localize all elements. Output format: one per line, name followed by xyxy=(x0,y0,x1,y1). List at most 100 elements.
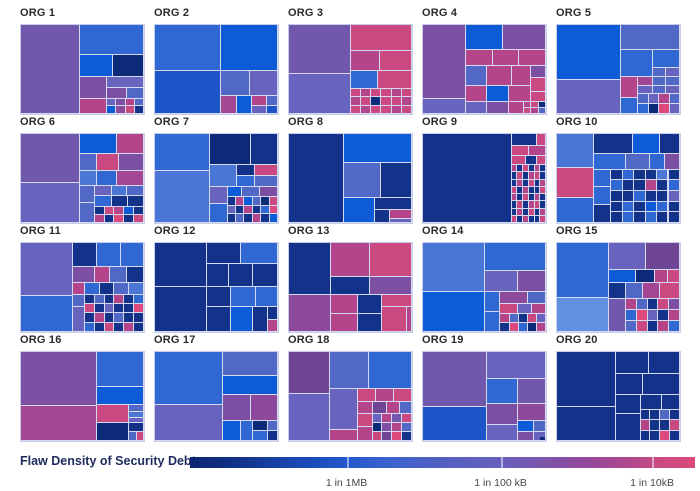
treemap-cell xyxy=(625,321,637,332)
treemap-cell xyxy=(253,307,269,332)
treemap-cell xyxy=(360,97,371,106)
treemap-cell xyxy=(72,267,95,284)
treemap-cell xyxy=(634,201,646,213)
treemap-cell xyxy=(660,134,680,154)
treemap-cell xyxy=(633,134,661,154)
treemap-cell xyxy=(622,212,635,223)
treemap-org-7 xyxy=(154,133,279,224)
treemap-cell xyxy=(72,294,85,308)
treemap-cell xyxy=(557,80,621,114)
treemap-cell xyxy=(125,98,135,107)
treemap-cell xyxy=(350,71,378,90)
treemap-cell xyxy=(511,156,527,166)
treemap-cell xyxy=(72,243,98,268)
treemap-cell xyxy=(399,401,412,415)
treemap-cell xyxy=(80,153,98,172)
treemap-cell xyxy=(94,214,105,223)
treemap-cell xyxy=(371,105,382,114)
treemap-org-17 xyxy=(154,351,279,442)
treemap-cell xyxy=(389,218,412,223)
treemap-cell xyxy=(517,215,524,223)
org-tile-11: ORG 11 xyxy=(20,225,145,333)
treemap-cell xyxy=(376,389,394,402)
treemap-cell xyxy=(222,376,278,395)
treemap-cell xyxy=(268,319,278,332)
treemap-cell xyxy=(80,98,108,114)
treemap-cell xyxy=(344,198,376,223)
treemap-cell xyxy=(593,169,612,188)
treemap-cell xyxy=(557,352,617,408)
treemap-org-18 xyxy=(288,351,413,442)
treemap-cell xyxy=(210,165,238,187)
treemap-org-8 xyxy=(288,133,413,224)
org-label: ORG 10 xyxy=(556,116,598,128)
treemap-cell xyxy=(268,431,278,441)
treemap-cell xyxy=(253,421,269,432)
treemap-cell xyxy=(244,214,253,223)
treemap-cell xyxy=(392,432,403,441)
treemap-cell xyxy=(528,165,535,173)
treemap-cell xyxy=(638,76,653,86)
treemap-cell xyxy=(402,432,412,441)
treemap-cell xyxy=(252,197,262,206)
treemap-cell xyxy=(423,243,485,292)
treemap-cell xyxy=(237,96,253,114)
treemap-cell xyxy=(650,430,661,441)
treemap-cell xyxy=(670,409,680,421)
treemap-cell xyxy=(638,85,653,95)
treemap-cell xyxy=(112,196,128,207)
treemap-cell xyxy=(517,201,524,209)
treemap-cell xyxy=(518,323,528,332)
treemap-cell xyxy=(484,291,501,313)
treemap-cell xyxy=(523,179,529,187)
treemap-cell xyxy=(534,201,541,209)
treemap-cell xyxy=(241,421,254,441)
treemap-cell xyxy=(401,89,412,98)
treemap-cell xyxy=(269,197,278,206)
treemap-cell xyxy=(128,196,144,207)
treemap-cell xyxy=(538,101,546,108)
treemap-cell xyxy=(391,89,402,98)
treemap-cell xyxy=(289,134,345,223)
treemap-cell xyxy=(540,215,546,223)
treemap-cell xyxy=(402,423,412,433)
treemap-cell xyxy=(669,310,680,321)
treemap-cell xyxy=(407,307,412,332)
treemap-cell xyxy=(289,73,351,114)
treemap-cell xyxy=(645,243,680,270)
treemap-cell xyxy=(657,190,669,202)
treemap-cell xyxy=(534,215,541,223)
treemap-cell xyxy=(531,101,539,108)
treemap-cell xyxy=(557,167,594,199)
org-label: ORG 18 xyxy=(288,334,330,346)
treemap-cell xyxy=(423,352,487,408)
treemap-cell xyxy=(517,303,533,315)
treemap-cell xyxy=(668,212,680,223)
treemap-cell xyxy=(94,206,105,215)
treemap-org-5 xyxy=(556,24,681,115)
treemap-cell xyxy=(113,55,144,77)
org-label: ORG 4 xyxy=(422,7,458,19)
treemap-cell xyxy=(235,214,245,223)
org-tile-1: ORG 1 xyxy=(20,7,145,115)
treemap-cell xyxy=(466,25,503,50)
treemap-cell xyxy=(528,194,535,202)
treemap-cell xyxy=(509,314,519,324)
treemap-cell xyxy=(534,186,541,195)
treemap-cell xyxy=(666,67,680,77)
treemap-cell xyxy=(540,165,546,173)
treemap-cell xyxy=(557,134,594,168)
treemap-cell xyxy=(253,264,278,287)
treemap-cell xyxy=(289,243,331,295)
treemap-cell xyxy=(533,421,546,433)
org-tile-20: ORG 20 xyxy=(556,334,681,442)
treemap-cell xyxy=(634,190,646,202)
legend-tick xyxy=(346,457,349,468)
org-label: ORG 7 xyxy=(154,116,190,128)
treemap-cell xyxy=(643,374,680,395)
treemap-cell xyxy=(97,352,144,387)
treemap-cell xyxy=(357,426,373,441)
treemap-cell xyxy=(155,352,223,406)
treemap-cell xyxy=(84,303,95,314)
treemap-cell xyxy=(134,214,144,223)
